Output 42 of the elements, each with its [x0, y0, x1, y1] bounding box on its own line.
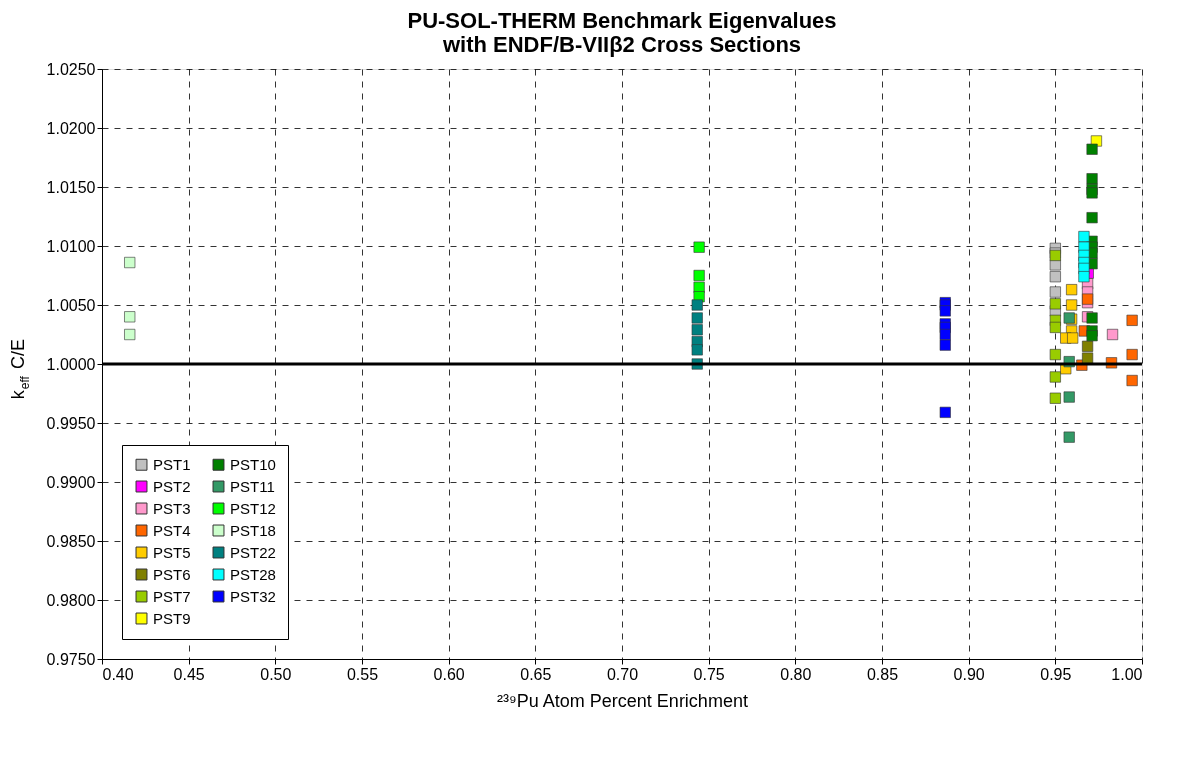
legend-label: PST7 — [153, 587, 191, 605]
x-tick-label: 0.55 — [346, 665, 379, 683]
y-tick-label: 0.9750 — [46, 650, 96, 668]
legend-label: PST2 — [153, 477, 191, 495]
legend-label: PST1 — [153, 455, 191, 473]
legend-label: PST18 — [230, 521, 276, 539]
y-tick-label: 1.0150 — [46, 178, 96, 196]
y-tick-label: 0.9850 — [46, 532, 96, 550]
y-tick-label: 1.0100 — [46, 237, 96, 255]
legend-label: PST11 — [230, 477, 275, 495]
x-tick-label: 0.70 — [606, 665, 639, 683]
legend-label: PST12 — [230, 499, 276, 517]
legend-label: PST9 — [153, 609, 191, 627]
y-tick-label: 0.9900 — [46, 473, 96, 491]
x-tick-label: 0.50 — [260, 665, 292, 683]
legend-label: PST5 — [153, 543, 191, 561]
x-tick-label: 0.65 — [520, 665, 552, 683]
x-axis-title: ²³⁹Pu Atom Percent Enrichment — [497, 690, 748, 711]
chart-title: PU-SOL-THERM Benchmark Eigenvalues with ENDF/B-VIIβ2 Cross Sections — [407, 8, 837, 57]
y-axis-title: keff C/E — [8, 339, 32, 400]
x-tick-label: 0.95 — [1040, 665, 1072, 683]
y-tick-label: 1.0250 — [46, 60, 96, 78]
x-tick-label: 0.75 — [693, 665, 725, 683]
x-tick-label: 0.40 — [102, 665, 134, 683]
legend-label: PST28 — [230, 565, 276, 583]
y-tick-label: 1.0050 — [46, 296, 96, 314]
legend-label: PST6 — [153, 565, 191, 583]
y-tick-label: 1.0200 — [46, 119, 96, 137]
legend-label: PST10 — [230, 455, 276, 473]
x-tick-label: 0.60 — [433, 665, 465, 683]
legend-label: PST4 — [153, 521, 191, 539]
legend-label: PST32 — [230, 587, 276, 605]
x-tick-label: 0.45 — [173, 665, 205, 683]
y-tick-label: 0.9950 — [46, 414, 96, 432]
legend-label: PST22 — [230, 543, 276, 561]
x-tick-label: 0.85 — [866, 665, 899, 683]
legend-label: PST3 — [153, 499, 191, 517]
x-tick-label: 1.00 — [1111, 665, 1143, 683]
y-tick-label: 0.9800 — [46, 591, 96, 609]
y-tick-label: 1.0000 — [46, 355, 96, 373]
x-tick-label: 0.80 — [780, 665, 812, 683]
x-tick-label: 0.90 — [953, 665, 985, 683]
